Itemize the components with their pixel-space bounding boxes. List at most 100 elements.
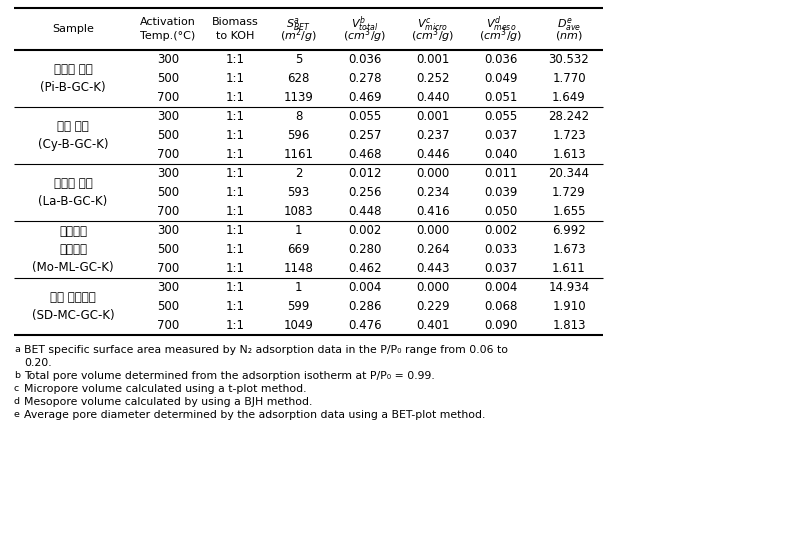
Text: 700: 700: [157, 148, 179, 161]
Text: 599: 599: [287, 300, 310, 313]
Text: e: e: [14, 410, 20, 419]
Text: $V_{micro}^{c}$: $V_{micro}^{c}$: [417, 15, 449, 32]
Text: 0.229: 0.229: [416, 300, 450, 313]
Text: 1:1: 1:1: [225, 91, 244, 104]
Text: 0.237: 0.237: [416, 129, 450, 142]
Text: 0.090: 0.090: [485, 319, 518, 332]
Text: 700: 700: [157, 205, 179, 218]
Text: 0.440: 0.440: [416, 91, 450, 104]
Text: 1:1: 1:1: [225, 148, 244, 161]
Text: 20.344: 20.344: [549, 167, 589, 180]
Text: Micropore volume calculated using a t-plot method.: Micropore volume calculated using a t-pl…: [24, 384, 307, 394]
Text: 1:1: 1:1: [225, 53, 244, 66]
Text: 0.462: 0.462: [348, 262, 381, 275]
Text: 0.446: 0.446: [416, 148, 450, 161]
Text: 700: 700: [157, 262, 179, 275]
Text: 500: 500: [157, 72, 179, 85]
Text: $V_{meso}^{d}$: $V_{meso}^{d}$: [486, 14, 516, 34]
Text: 300: 300: [157, 110, 179, 123]
Text: 0.20.: 0.20.: [24, 358, 52, 368]
Text: 300: 300: [157, 53, 179, 66]
Text: 1: 1: [295, 224, 302, 237]
Text: 1.673: 1.673: [552, 243, 586, 256]
Text: 1:1: 1:1: [225, 300, 244, 313]
Text: 700: 700: [157, 91, 179, 104]
Text: $S_{BET}^{a}$: $S_{BET}^{a}$: [286, 15, 311, 32]
Text: 1.655: 1.655: [552, 205, 586, 218]
Text: 8: 8: [295, 110, 302, 123]
Text: 1:1: 1:1: [225, 243, 244, 256]
Text: $(cm^{3}/g)$: $(cm^{3}/g)$: [479, 27, 523, 46]
Text: 1:1: 1:1: [225, 224, 244, 237]
Text: Biomass
to KOH: Biomass to KOH: [212, 17, 259, 41]
Text: 1:1: 1:1: [225, 186, 244, 199]
Text: 1:1: 1:1: [225, 319, 244, 332]
Text: 0.469: 0.469: [348, 91, 381, 104]
Text: 0.049: 0.049: [485, 72, 518, 85]
Text: 0.033: 0.033: [485, 243, 518, 256]
Text: 0.036: 0.036: [485, 53, 518, 66]
Text: 1.813: 1.813: [552, 319, 586, 332]
Text: Sample: Sample: [52, 24, 94, 34]
Text: 0.278: 0.278: [348, 72, 381, 85]
Text: 628: 628: [287, 72, 310, 85]
Text: 0.448: 0.448: [348, 205, 381, 218]
Text: $(cm^{3}/g)$: $(cm^{3}/g)$: [412, 27, 454, 46]
Text: 0.040: 0.040: [485, 148, 518, 161]
Text: BET specific surface area measured by N₂ adsorption data in the P/P₀ range from : BET specific surface area measured by N₂…: [24, 345, 508, 355]
Text: 0.000: 0.000: [416, 167, 450, 180]
Text: 0.280: 0.280: [348, 243, 381, 256]
Text: c: c: [14, 384, 19, 393]
Text: 1161: 1161: [284, 148, 313, 161]
Text: 편백 수피
(Cy-B-GC-K): 편백 수피 (Cy-B-GC-K): [38, 120, 109, 151]
Text: 0.037: 0.037: [485, 262, 518, 275]
Text: 300: 300: [157, 224, 179, 237]
Text: 5: 5: [295, 53, 302, 66]
Text: 0.476: 0.476: [348, 319, 381, 332]
Text: 1.723: 1.723: [552, 129, 586, 142]
Text: 0.004: 0.004: [485, 281, 518, 294]
Text: 1:1: 1:1: [225, 72, 244, 85]
Text: 300: 300: [157, 281, 179, 294]
Text: 30.532: 30.532: [549, 53, 589, 66]
Text: $(nm)$: $(nm)$: [555, 30, 583, 42]
Text: 신갈나무
버섯골목
(Mo-ML-GC-K): 신갈나무 버섯골목 (Mo-ML-GC-K): [33, 225, 114, 274]
Text: 28.242: 28.242: [549, 110, 589, 123]
Text: $D_{ave}^{e}$: $D_{ave}^{e}$: [557, 15, 581, 32]
Text: 669: 669: [287, 243, 310, 256]
Text: 0.234: 0.234: [416, 186, 450, 199]
Text: 1049: 1049: [284, 319, 313, 332]
Text: 2: 2: [295, 167, 302, 180]
Text: 1148: 1148: [284, 262, 313, 275]
Text: d: d: [14, 397, 20, 406]
Text: 700: 700: [157, 319, 179, 332]
Text: 1:1: 1:1: [225, 262, 244, 275]
Text: 0.002: 0.002: [348, 224, 381, 237]
Text: Mesopore volume calculated by using a BJH method.: Mesopore volume calculated by using a BJ…: [24, 397, 312, 407]
Text: $V_{total}^{b}$: $V_{total}^{b}$: [351, 14, 379, 34]
Text: 0.001: 0.001: [416, 110, 450, 123]
Text: 0.256: 0.256: [348, 186, 381, 199]
Text: 6.992: 6.992: [552, 224, 586, 237]
Text: Activation
Temp.(°C): Activation Temp.(°C): [140, 17, 196, 41]
Text: 500: 500: [157, 186, 179, 199]
Text: 500: 500: [157, 243, 179, 256]
Text: 1083: 1083: [284, 205, 313, 218]
Text: 0.055: 0.055: [348, 110, 381, 123]
Text: 1139: 1139: [284, 91, 313, 104]
Text: 500: 500: [157, 300, 179, 313]
Text: 0.012: 0.012: [348, 167, 381, 180]
Text: 596: 596: [287, 129, 310, 142]
Text: 1.611: 1.611: [552, 262, 586, 275]
Text: 0.468: 0.468: [348, 148, 381, 161]
Text: a: a: [14, 345, 20, 354]
Text: 1:1: 1:1: [225, 129, 244, 142]
Text: 톱밥 버섯배지
(SD-MC-GC-K): 톱밥 버섯배지 (SD-MC-GC-K): [32, 291, 114, 322]
Text: 1.910: 1.910: [552, 300, 586, 313]
Text: 1.649: 1.649: [552, 91, 586, 104]
Text: 낙엽송 수피
(La-B-GC-K): 낙엽송 수피 (La-B-GC-K): [38, 177, 108, 208]
Text: 0.051: 0.051: [485, 91, 518, 104]
Text: 0.252: 0.252: [416, 72, 450, 85]
Text: 0.055: 0.055: [485, 110, 518, 123]
Text: 0.264: 0.264: [416, 243, 450, 256]
